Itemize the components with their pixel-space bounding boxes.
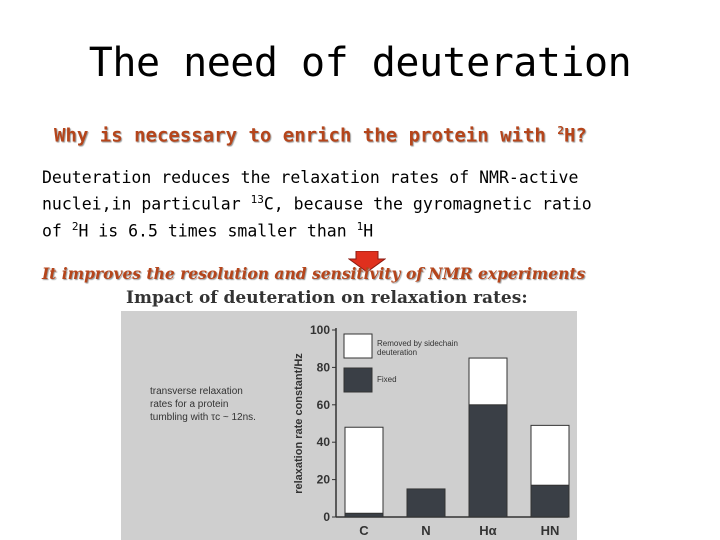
down-arrow-icon — [348, 251, 386, 273]
legend-removed-swatch — [343, 333, 373, 359]
y-axis-label: relaxation rate constant/Hz — [293, 353, 305, 494]
y-tick-label-20: 20 — [317, 473, 331, 487]
annotation-line-3: tumbling with τc ~ 12ns. — [150, 412, 256, 423]
body-line-2b: C, because the gyromagnetic ratio — [263, 194, 592, 214]
bar-C-series-0 — [344, 512, 384, 518]
bar-N-series-0 — [406, 488, 446, 518]
annotation-line-2: rates for a protein — [150, 399, 229, 410]
body-line-2-sup: 13 — [250, 193, 264, 206]
y-tick-label-40: 40 — [317, 435, 331, 449]
legend-fixed-swatch — [343, 367, 373, 393]
y-tick-label-60: 60 — [317, 398, 331, 412]
improves-statement: It improves the resolution and sensitivi… — [42, 264, 586, 283]
question-text: Why is necessary to enrich the protein w… — [54, 124, 558, 147]
y-tick-label-80: 80 — [317, 360, 331, 374]
x-tick-label-1: N — [421, 523, 430, 538]
figure-annotation: transverse relaxation rates for a protei… — [150, 385, 290, 424]
legend-fixed-label: Fixed — [377, 375, 397, 384]
body-line-3c: H — [363, 221, 374, 240]
body-text: Deuteration reduces the relaxation rates… — [42, 167, 702, 242]
body-line-2a: nuclei,in particular — [42, 194, 251, 214]
question-tail: H? — [563, 124, 587, 147]
question-superscript: 2 — [557, 124, 564, 137]
bar-C-series-1 — [344, 426, 384, 514]
bar-Hα-series-1 — [468, 357, 508, 406]
figure-title: Impact of deuteration on relaxation rate… — [126, 288, 528, 308]
bar-HN-series-0 — [530, 484, 570, 518]
y-tick-label-0: 0 — [323, 510, 330, 524]
x-tick-label-0: C — [359, 523, 369, 538]
bar-HN-series-1 — [530, 424, 570, 486]
y-tick-label-100: 100 — [310, 323, 330, 337]
body-line-3a: of — [42, 221, 72, 240]
body-line-3: of 2H is 6.5 times smaller than 1H — [42, 216, 702, 243]
legend-removed-label: Removed by sidechain deuteration — [377, 339, 458, 357]
body-line-2: nuclei,in particular 13C, because the gy… — [42, 189, 702, 216]
body-line-3-sup2: 1 — [356, 219, 364, 233]
body-line-3-sup1: 2 — [71, 219, 79, 233]
x-tick-label-3: HN — [541, 523, 560, 538]
body-line-3b: H is 6.5 times smaller than — [78, 221, 357, 240]
x-tick-label-2: Hα — [479, 523, 496, 538]
body-line-1: Deuteration reduces the relaxation rates… — [42, 167, 702, 189]
body-line-1-text: Deuteration reduces the relaxation rates… — [42, 168, 579, 187]
bar-Hα-series-0 — [468, 404, 508, 518]
annotation-line-1: transverse relaxation — [150, 386, 243, 397]
slide-title: The need of deuteration — [88, 40, 632, 86]
question-heading: Why is necessary to enrich the protein w… — [54, 124, 587, 146]
